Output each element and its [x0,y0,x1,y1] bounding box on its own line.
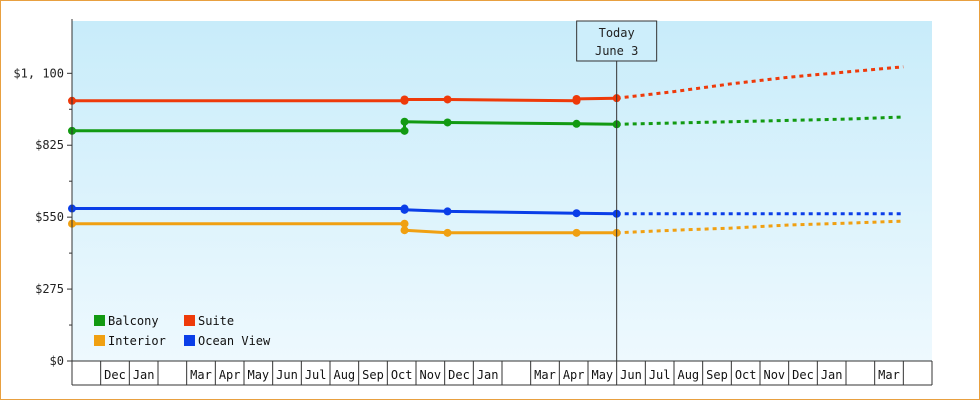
x-tick-label: Jan [477,368,499,382]
data-point[interactable] [400,117,409,126]
x-tick-label: Oct [391,368,413,382]
series-forecast-line [616,65,904,100]
x-tick-label: Jul [305,368,327,382]
x-tick-label: Dec [792,368,814,382]
y-tick-label: $550 [35,210,64,224]
legend-swatch [94,315,105,326]
x-tick-label: Mar [190,368,212,382]
series-ocean-view [68,204,904,218]
data-point[interactable] [572,228,581,237]
legend-item-suite[interactable]: Suite [184,314,234,328]
data-point[interactable] [443,228,452,237]
legend-item-interior[interactable]: Interior [94,334,166,348]
x-tick-label: Nov [763,368,785,382]
x-tick-label: Apr [563,368,585,382]
legend: Balcony Suite Interior Ocean View [94,314,271,348]
x-tick-label: Mar [534,368,556,382]
y-tick-label: $1, 100 [13,66,64,80]
legend-swatch [184,335,195,346]
data-point[interactable] [572,209,581,218]
plot-area [72,21,932,361]
legend-label: Balcony [108,314,159,328]
data-point[interactable] [400,126,409,135]
x-tick-label: Mar [878,368,900,382]
x-tick-label: Dec [448,368,470,382]
data-point[interactable] [400,226,409,235]
series-line [72,120,617,133]
legend-item-ocean-view[interactable]: Ocean View [184,334,271,348]
today-label: Today [599,26,635,40]
series-suite [68,65,904,105]
x-tick-label: Jan [821,368,843,382]
data-point[interactable] [443,207,452,216]
x-tick-label: Sep [706,368,728,382]
x-tick-label: Aug [677,368,699,382]
data-point[interactable] [572,94,581,103]
y-tick-label: $275 [35,282,64,296]
x-tick-label: Nov [419,368,441,382]
data-point[interactable] [443,118,452,127]
legend-label: Ocean View [198,334,271,348]
x-tick-label: May [591,368,613,382]
data-point[interactable] [443,95,452,104]
x-tick-label: Apr [219,368,241,382]
data-point[interactable] [400,219,409,228]
series-line [72,222,617,235]
x-tick-label: Oct [735,368,757,382]
x-tick-label: Jun [276,368,298,382]
y-tick-label: $825 [35,138,64,152]
data-point[interactable] [400,95,409,104]
today-box [576,20,658,62]
y-tick-label: $0 [50,354,64,368]
legend-label: Interior [108,334,166,348]
legend-label: Suite [198,314,234,328]
legend-swatch [94,335,105,346]
legend-swatch [184,315,195,326]
x-tick-label: Aug [333,368,355,382]
x-tick-label: Sep [362,368,384,382]
legend-item-balcony[interactable]: Balcony [94,314,159,328]
data-point[interactable] [400,205,409,214]
x-tick-label: May [247,368,269,382]
x-tick-label: Jul [649,368,671,382]
x-tick-label: Dec [104,368,126,382]
series-line [72,207,617,216]
x-tick-label: Jun [620,368,642,382]
data-point[interactable] [572,119,581,128]
today-date: June 3 [595,44,638,58]
series-interior [68,219,904,237]
series-balcony [68,115,904,135]
x-tick-label: Jan [133,368,155,382]
